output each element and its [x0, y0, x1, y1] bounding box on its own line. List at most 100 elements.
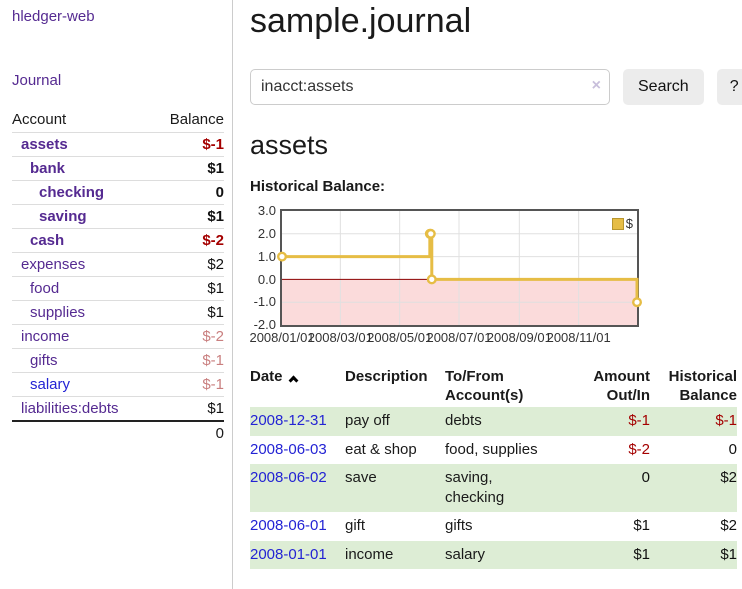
account-link-liabilities-debts[interactable]: liabilities:debts: [21, 400, 119, 417]
account-row: salary $-1: [12, 372, 224, 397]
account-heading: assets: [250, 130, 329, 161]
account-balance: $2: [152, 252, 224, 277]
register-row: 2008-06-02 save saving, checking 0 $2: [250, 464, 737, 513]
register-header-amount-out-in: Amount Out/In: [593, 368, 650, 405]
account-link-food[interactable]: food: [30, 280, 60, 297]
account-link-checking[interactable]: checking: [39, 184, 105, 201]
y-axis-label: -2.0: [253, 317, 276, 333]
account-link-gifts[interactable]: gifts: [30, 352, 58, 369]
x-axis-label: 2008/01/01: [249, 330, 315, 346]
legend-swatch-icon: [611, 217, 624, 230]
account-row: expenses $2: [12, 252, 224, 277]
account-link-salary[interactable]: salary: [30, 376, 71, 393]
help-button[interactable]: ?: [716, 69, 742, 106]
chart-plot-area: $: [277, 209, 643, 328]
accounts-cell: salary: [445, 545, 486, 563]
account-row: assets $-1: [12, 132, 224, 157]
transaction-date-link[interactable]: 2008-01-01: [250, 545, 327, 563]
chart-x-axis: 2008/01/01 2008/03/01 2008/05/01 2008/07/01…: [249, 329, 640, 346]
account-balance: $-2: [152, 324, 224, 349]
account-balance: 0: [152, 180, 224, 205]
amount-cell: $-2: [628, 440, 650, 458]
sort-ascending-icon: [288, 375, 298, 386]
account-row: saving $1: [12, 204, 224, 229]
chart-canvas: [277, 211, 643, 326]
x-axis-label: 2008/03/01: [307, 330, 373, 346]
account-balance: $1: [152, 300, 224, 325]
sidebar-item-journal[interactable]: Journal: [12, 72, 62, 89]
accounts-total-value: 0: [152, 420, 224, 445]
register-row: 2008-01-01 income salary $1 $1: [250, 540, 737, 570]
search-form: × Search ?: [250, 69, 742, 106]
accounts-header-account: Account: [12, 111, 67, 128]
account-balance: $-2: [152, 228, 224, 253]
register-table: Date Description To/From Account(s) Amount …: [250, 365, 737, 570]
account-link-expenses[interactable]: expenses: [21, 256, 86, 273]
account-balance: $1: [152, 204, 224, 229]
search-input[interactable]: [250, 69, 610, 106]
register-header-date[interactable]: Date: [250, 365, 345, 407]
account-row: food $1: [12, 276, 224, 301]
historical-balance-chart: 3.0 2.0 1.0 0.0 -1.0 -2.0 $ 2008/01/01 2008/03…: [249, 203, 643, 346]
account-balance: $-1: [152, 372, 224, 397]
account-balance: $-1: [152, 348, 224, 373]
accounts-total-spacer: [12, 420, 153, 445]
search-button[interactable]: Search: [623, 69, 704, 106]
register-row: 2008-06-03 eat & shop food, supplies $-2 0: [250, 436, 737, 465]
description-cell: income: [345, 545, 394, 563]
main-pane: sample.journal × Search ? assets Histori…: [233, 0, 742, 589]
description-cell: eat & shop: [345, 440, 417, 458]
account-row: liabilities:debts $1: [12, 396, 224, 421]
accounts-cell: gifts: [445, 517, 473, 535]
account-link-income[interactable]: income: [21, 328, 70, 345]
accounts-cell: debts: [445, 412, 482, 430]
balance-cell: $-1: [715, 412, 737, 430]
account-link-supplies[interactable]: supplies: [30, 304, 86, 321]
chart-legend: $: [611, 216, 633, 232]
account-row: supplies $1: [12, 300, 224, 325]
account-row: bank $1: [12, 156, 224, 181]
sidebar: hledger-web Journal Account Balance asse…: [0, 0, 233, 589]
account-row: checking 0: [12, 180, 224, 205]
y-axis-label: 0.0: [257, 271, 276, 287]
balance-cell: $2: [720, 469, 737, 487]
description-cell: pay off: [345, 412, 390, 430]
x-axis-label: 2008/11/01: [546, 330, 611, 346]
amount-cell: 0: [641, 469, 650, 487]
transaction-date-link[interactable]: 2008-06-02: [250, 469, 327, 487]
balance-cell: 0: [728, 440, 737, 458]
amount-cell: $1: [633, 545, 650, 563]
account-row: gifts $-1: [12, 348, 224, 373]
clear-search-icon[interactable]: ×: [591, 77, 601, 95]
account-balance: $1: [152, 396, 224, 421]
account-link-cash[interactable]: cash: [30, 232, 65, 249]
account-link-bank[interactable]: bank: [30, 160, 66, 177]
account-link-assets[interactable]: assets: [21, 136, 68, 153]
transaction-date-link[interactable]: 2008-06-01: [250, 517, 327, 535]
balance-cell: $1: [720, 545, 737, 563]
x-axis-label: 2008/09/01: [486, 330, 552, 346]
register-header-historical-balance: Historical Balance: [668, 368, 737, 405]
y-axis-label: -1.0: [253, 294, 276, 310]
accounts-header-row: Account Balance: [12, 109, 224, 133]
legend-label: $: [625, 216, 633, 232]
brand-link[interactable]: hledger-web: [12, 8, 95, 25]
register-header-row: Date Description To/From Account(s) Amount …: [250, 365, 737, 407]
accounts-total-row: 0: [12, 420, 224, 445]
description-cell: save: [345, 469, 377, 487]
transaction-date-link[interactable]: 2008-12-31: [250, 412, 327, 430]
register-header-description: Description: [345, 368, 428, 386]
accounts-table: Account Balance assets $-1 bank $1 checking 0…: [12, 109, 224, 445]
account-link-saving[interactable]: saving: [39, 208, 87, 225]
amount-cell: $1: [633, 517, 650, 535]
y-axis-label: 1.0: [257, 248, 276, 264]
accounts-header-balance: Balance: [169, 111, 224, 128]
y-axis-label: 2.0: [257, 225, 276, 241]
account-balance: $1: [152, 156, 224, 181]
chart-title: Historical Balance:: [250, 178, 386, 196]
account-balance: $-1: [152, 132, 224, 157]
page-title: sample.journal: [250, 2, 472, 40]
register-row: 2008-06-01 gift gifts $1 $2: [250, 512, 737, 541]
transaction-date-link[interactable]: 2008-06-03: [250, 440, 327, 458]
